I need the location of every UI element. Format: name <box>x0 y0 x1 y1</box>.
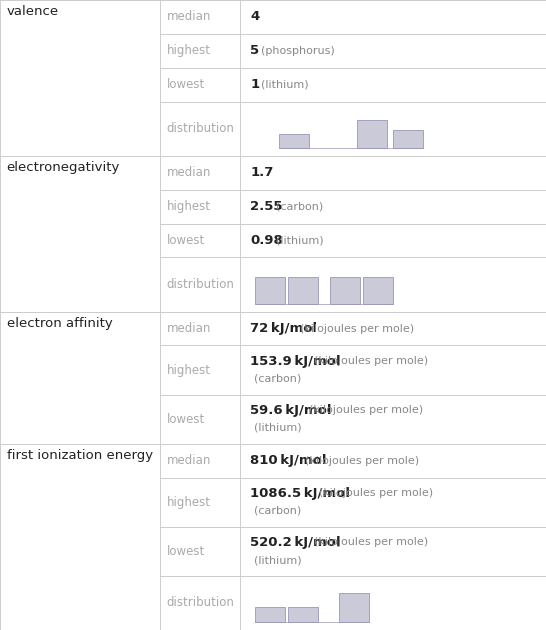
Text: (kilojoules per mole): (kilojoules per mole) <box>305 455 419 466</box>
Text: (kilojoules per mole): (kilojoules per mole) <box>310 405 424 415</box>
Text: 0.98: 0.98 <box>250 234 283 247</box>
Text: valence: valence <box>7 5 58 18</box>
Text: highest: highest <box>167 200 211 213</box>
Text: first ionization energy: first ionization energy <box>7 449 153 462</box>
Bar <box>339 593 369 622</box>
Bar <box>330 277 360 304</box>
Text: median: median <box>167 166 211 180</box>
Bar <box>363 277 393 304</box>
Text: 153.9 kJ/mol: 153.9 kJ/mol <box>250 355 341 368</box>
Text: (lithium): (lithium) <box>254 555 302 565</box>
Text: lowest: lowest <box>167 545 205 558</box>
Text: 72 kJ/mol: 72 kJ/mol <box>250 322 317 335</box>
Text: (kilojoules per mole): (kilojoules per mole) <box>319 488 433 498</box>
Text: (kilojoules per mole): (kilojoules per mole) <box>314 356 429 366</box>
Text: (lithium): (lithium) <box>254 423 302 433</box>
Text: distribution: distribution <box>167 122 234 135</box>
Text: 59.6 kJ/mol: 59.6 kJ/mol <box>250 404 331 417</box>
Bar <box>288 277 318 304</box>
Text: electronegativity: electronegativity <box>7 161 120 174</box>
Bar <box>279 134 309 148</box>
Text: median: median <box>167 11 211 23</box>
Text: (phosphorus): (phosphorus) <box>262 46 335 56</box>
Text: median: median <box>167 454 211 467</box>
Text: highest: highest <box>167 44 211 57</box>
Text: 5: 5 <box>250 44 259 57</box>
Bar <box>255 607 285 622</box>
Text: (carbon): (carbon) <box>254 374 302 384</box>
Bar <box>393 130 423 148</box>
Text: 2.55: 2.55 <box>250 200 283 213</box>
Bar <box>288 607 318 622</box>
Text: (kilojoules per mole): (kilojoules per mole) <box>314 537 429 547</box>
Text: 1.7: 1.7 <box>250 166 274 180</box>
Bar <box>357 120 387 148</box>
Text: (lithium): (lithium) <box>276 236 323 246</box>
Text: highest: highest <box>167 364 211 377</box>
Text: electron affinity: electron affinity <box>7 317 112 329</box>
Text: (lithium): (lithium) <box>262 79 309 89</box>
Text: distribution: distribution <box>167 597 234 609</box>
Text: median: median <box>167 322 211 335</box>
Text: 520.2 kJ/mol: 520.2 kJ/mol <box>250 536 341 549</box>
Bar <box>255 277 285 304</box>
Text: 4: 4 <box>250 11 259 23</box>
Text: distribution: distribution <box>167 278 234 291</box>
Text: (carbon): (carbon) <box>276 202 323 212</box>
Text: (kilojoules per mole): (kilojoules per mole) <box>300 324 414 333</box>
Text: lowest: lowest <box>167 78 205 91</box>
Text: lowest: lowest <box>167 234 205 247</box>
Text: lowest: lowest <box>167 413 205 426</box>
Text: highest: highest <box>167 496 211 508</box>
Text: 810 kJ/mol: 810 kJ/mol <box>250 454 327 467</box>
Text: 1086.5 kJ/mol: 1086.5 kJ/mol <box>250 487 350 500</box>
Text: 1: 1 <box>250 78 259 91</box>
Text: (carbon): (carbon) <box>254 506 302 516</box>
